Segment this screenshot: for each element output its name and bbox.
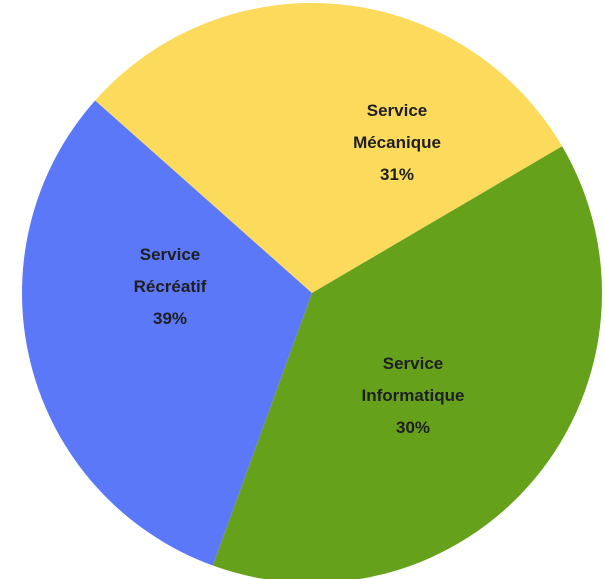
slice-label-line: Mécanique — [353, 133, 441, 152]
slice-label-line: Service — [140, 245, 201, 264]
pie-slice-1 — [21, 100, 312, 566]
pie-labels: Service Mécanique 31% Service Informatique 30… — [134, 101, 465, 437]
pie-slice-3 — [212, 146, 603, 579]
pie-slice-2 — [95, 2, 563, 293]
slice-label-line: Récréatif — [134, 277, 207, 296]
slice-percent: 31% — [380, 165, 414, 184]
slice-percent: 39% — [153, 309, 187, 328]
slice-label-2: Service Informatique 30% — [362, 354, 465, 437]
slice-percent: 30% — [396, 418, 430, 437]
slice-label-line: Service — [383, 354, 444, 373]
slice-label-line: Service — [367, 101, 428, 120]
slice-label-line: Informatique — [362, 386, 465, 405]
slice-label-3: Service Récréatif 39% — [134, 245, 207, 328]
slice-label-1: Service Mécanique 31% — [353, 101, 441, 184]
pie-slices — [21, 2, 603, 579]
